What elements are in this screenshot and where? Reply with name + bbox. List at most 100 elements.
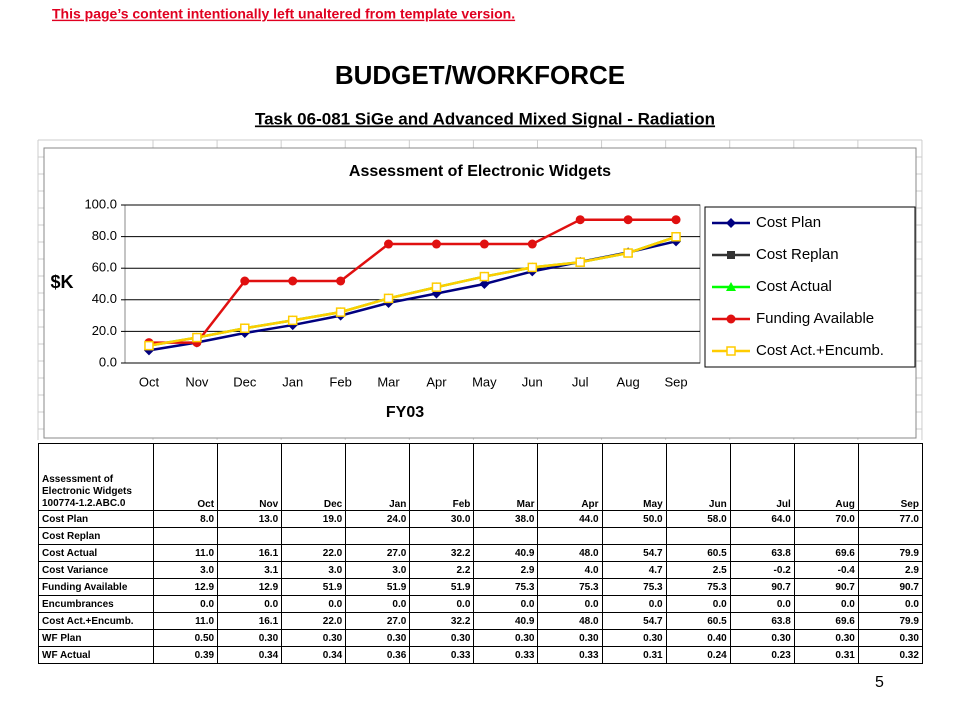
y-axis-label: $K	[50, 272, 73, 292]
table-cell	[857, 527, 923, 545]
table-cell	[665, 527, 731, 545]
data-point	[527, 239, 537, 249]
table-cell: 58.0	[665, 510, 731, 528]
notice: This page’s content intentionally left u…	[52, 6, 515, 22]
table-cell: 40.9	[473, 544, 539, 562]
column-header: Jul	[729, 443, 795, 511]
row-label: Cost Variance	[38, 561, 154, 579]
row-label: Funding Available	[38, 578, 154, 596]
legend-marker	[727, 251, 735, 259]
table-cell: 0.0	[473, 595, 539, 613]
table-cell: 0.0	[665, 595, 731, 613]
legend-marker	[726, 282, 736, 291]
table-row: Encumbrances 0.0 0.0 0.0 0.0 0.0 0.0 0.0 0.0 0.0 0…	[38, 595, 923, 613]
table-cell: 63.8	[729, 612, 795, 630]
y-tick-label: 0.0	[99, 354, 117, 369]
data-point	[671, 232, 681, 242]
table-cell: 69.6	[793, 544, 859, 562]
table-row: WF Actual 0.39 0.34 0.34 0.36 0.33 0.33 0.33 0.3…	[38, 646, 923, 664]
data-point	[336, 276, 346, 286]
data-point	[287, 315, 298, 326]
table-cell: 90.7	[857, 578, 923, 596]
table-cell: 0.30	[281, 629, 347, 647]
data-point	[671, 215, 681, 225]
data-point	[335, 307, 346, 317]
table-cell: 0.0	[793, 595, 859, 613]
data-point	[623, 215, 633, 225]
data-point	[479, 239, 489, 249]
column-header: Aug	[793, 443, 859, 511]
table-cell: 60.5	[665, 544, 731, 562]
table-cell	[473, 527, 539, 545]
data-point	[144, 340, 154, 351]
table-cell: 0.32	[857, 646, 923, 664]
table-cell: 0.0	[409, 595, 475, 613]
table-cell: 90.7	[793, 578, 859, 596]
table-cell: 0.33	[473, 646, 539, 664]
table-cell: 2.2	[409, 561, 475, 579]
table-cell: 11.0	[152, 612, 219, 630]
row-label: WF Actual	[38, 646, 154, 664]
table-cell: 75.3	[601, 578, 667, 596]
x-tick-label: Jul	[572, 374, 589, 389]
corner-cell: Assessment of Electronic Widgets 100774-1…	[38, 443, 154, 511]
table-cell: 0.0	[281, 595, 347, 613]
column-header: Nov	[217, 443, 283, 511]
table-cell: 0.30	[473, 629, 539, 647]
table-cell: -0.2	[729, 561, 795, 579]
table-cell: 0.0	[345, 595, 411, 613]
table-cell: 0.31	[601, 646, 667, 664]
table-cell	[217, 527, 283, 545]
table-cell: 0.33	[409, 646, 475, 664]
data-point	[527, 262, 538, 273]
table-cell: 2.5	[665, 561, 731, 579]
table-cell: 69.6	[793, 612, 859, 630]
table-cell: 8.0	[152, 510, 219, 528]
table-cell: 16.1	[217, 544, 283, 562]
table-cell: -0.4	[793, 561, 859, 579]
row-label: WF Plan	[38, 629, 154, 647]
table-cell: 4.7	[601, 561, 667, 579]
table-cell: 3.1	[217, 561, 283, 579]
slide-title: BUDGET/WORKFORCE	[335, 60, 625, 90]
table-cell: 0.0	[601, 595, 667, 613]
data-point	[240, 276, 250, 286]
table-cell	[345, 527, 411, 545]
table-cell: 0.30	[857, 629, 923, 647]
table-cell: 3.0	[281, 561, 347, 579]
data-table: Assessment of Electronic Widgets 100774-1…	[38, 443, 923, 664]
table-cell: 0.30	[537, 629, 603, 647]
page-number: 5	[875, 674, 884, 691]
x-tick-label: Dec	[233, 374, 257, 389]
table-cell: 0.0	[857, 595, 923, 613]
table-cell: 0.24	[665, 646, 731, 664]
table-cell: 0.34	[217, 646, 283, 664]
table-cell: 3.0	[345, 561, 411, 579]
legend-label: Cost Act.+Encumb.	[756, 342, 884, 359]
table-cell: 38.0	[473, 510, 539, 528]
table-cell: 22.0	[281, 612, 347, 630]
table-cell: 54.7	[601, 544, 667, 562]
x-tick-label: Sep	[664, 374, 687, 389]
table-cell: 0.36	[345, 646, 411, 664]
legend-label: Cost Actual	[756, 278, 832, 295]
table-cell: 2.9	[473, 561, 539, 579]
table-cell: 75.3	[537, 578, 603, 596]
table-cell: 44.0	[537, 510, 603, 528]
row-label: Cost Plan	[38, 510, 154, 528]
column-header: Dec	[281, 443, 347, 511]
table-cell: 64.0	[729, 510, 795, 528]
data-point	[575, 257, 585, 267]
table-cell: 0.0	[729, 595, 795, 613]
table-cell: 24.0	[345, 510, 411, 528]
table-cell: 19.0	[281, 510, 347, 528]
table-cell: 0.30	[345, 629, 411, 647]
table-cell: 90.7	[729, 578, 795, 596]
table-cell: 54.7	[601, 612, 667, 630]
table-cell: 79.9	[857, 612, 923, 630]
table-cell	[793, 527, 859, 545]
x-tick-label: Aug	[617, 374, 640, 389]
table-cell: 4.0	[537, 561, 603, 579]
column-header: Sep	[857, 443, 923, 511]
column-header: Jan	[345, 443, 411, 511]
